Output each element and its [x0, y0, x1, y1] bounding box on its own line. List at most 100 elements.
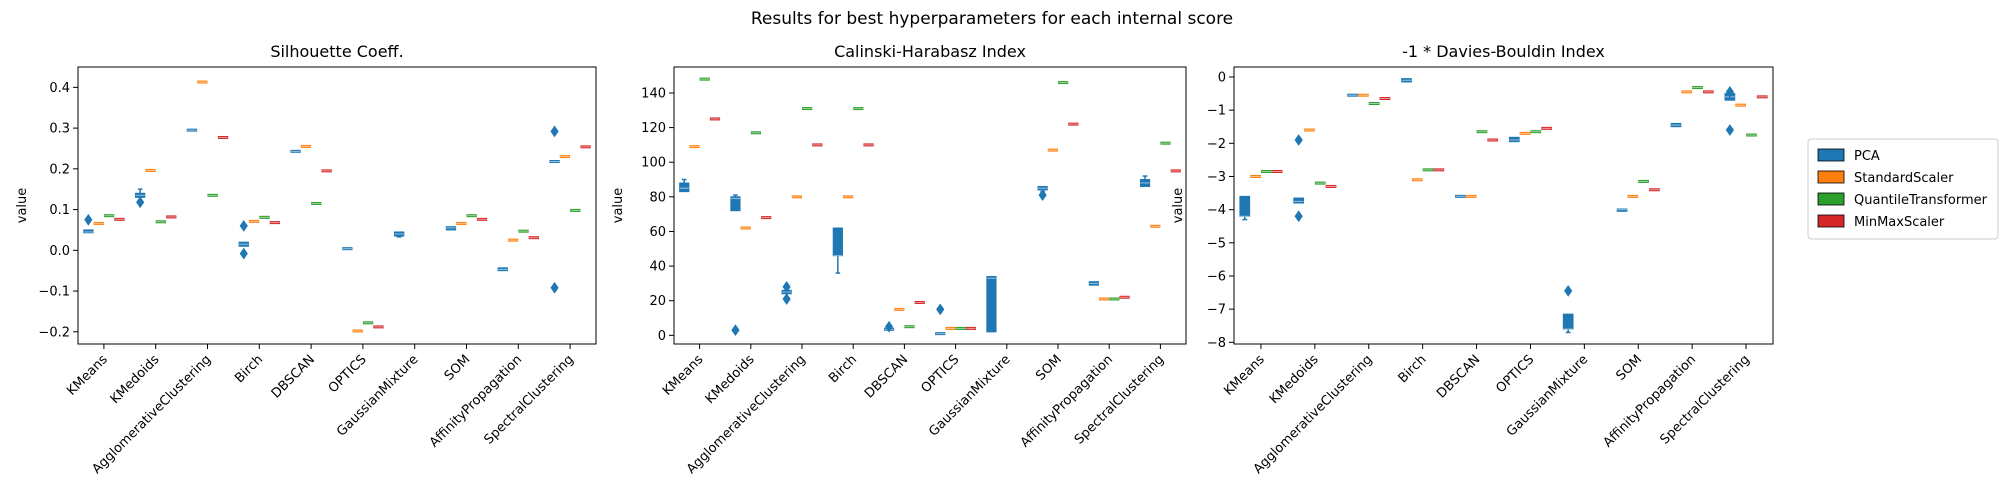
box-StandardScaler-AgglomerativeClustering	[197, 80, 208, 84]
box-PCA-KMeans	[679, 178, 690, 193]
y-tick-label: 80	[649, 190, 666, 205]
box-QuantileTransformer-SpectralClustering	[1746, 133, 1757, 137]
y-tick-label: −6	[1207, 269, 1226, 284]
box-MinMaxScaler-SOM	[1649, 188, 1660, 192]
box-MinMaxScaler-Birch	[1433, 168, 1445, 172]
x-tick-label: Birch	[826, 352, 860, 386]
box-StandardScaler-DBSCAN	[894, 307, 905, 311]
y-tick-label: 0.0	[49, 244, 70, 259]
box-body	[1239, 195, 1251, 217]
box-StandardScaler-Birch	[248, 219, 260, 223]
box-QuantileTransformer-AgglomerativeClustering	[1368, 101, 1380, 105]
x-tick-label: SpectralClustering	[1657, 352, 1752, 447]
box-MinMaxScaler-SpectralClustering	[1170, 169, 1181, 173]
box-body	[986, 275, 997, 333]
legend-item: MinMaxScaler	[1817, 214, 1945, 230]
box-PCA-KMedoids	[730, 194, 741, 337]
box-QuantileTransformer-DBSCAN	[1476, 130, 1488, 134]
box-QuantileTransformer-Birch	[259, 215, 270, 219]
subplot-title: Silhouette Coeff.	[270, 42, 403, 61]
flier-point	[782, 280, 791, 293]
axes-frame	[1233, 66, 1774, 345]
flier-point	[84, 213, 93, 226]
box-body	[1562, 313, 1574, 330]
box-PCA-KMeans	[83, 213, 94, 234]
box-MinMaxScaler-DBSCAN	[321, 169, 332, 173]
subplot-3: -1 * Davies-Bouldin Index 0 −1 −2 −3 −4 −5 −6 −7…	[1171, 42, 1774, 477]
box-MinMaxScaler-OPTICS	[1541, 126, 1552, 130]
box-StandardScaler-SpectralClustering	[559, 155, 571, 159]
x-tick-label: OPTICS	[1493, 352, 1537, 396]
y-tick-label: 120	[641, 121, 666, 136]
flier-point	[550, 125, 559, 138]
box-StandardScaler-AffinityPropagation	[1681, 90, 1693, 94]
box-MinMaxScaler-KMeans	[709, 117, 721, 121]
y-tick-label: −1	[1207, 104, 1226, 119]
box-body	[679, 182, 690, 193]
y-tick-label: 0.3	[49, 122, 70, 137]
box-PCA-OPTICS	[342, 247, 353, 251]
box-MinMaxScaler-AffinityPropagation	[528, 236, 540, 240]
x-tick-label: OPTICS	[918, 352, 962, 396]
box-QuantileTransformer-KMeans	[103, 214, 115, 218]
box-PCA-SpectralClustering	[1139, 175, 1151, 187]
box-MinMaxScaler-AgglomerativeClustering	[812, 143, 823, 147]
x-tick-label: Birch	[232, 352, 266, 386]
box-PCA-AgglomerativeClustering	[186, 128, 198, 132]
box-PCA-Birch	[832, 227, 843, 274]
box-StandardScaler-KMedoids	[740, 226, 751, 230]
box-PCA-SOM	[1616, 208, 1628, 212]
box-StandardScaler-SpectralClustering	[1735, 103, 1747, 107]
box-PCA-AgglomerativeClustering	[1347, 93, 1358, 97]
box-MinMaxScaler-AffinityPropagation	[1119, 295, 1130, 299]
box-StandardScaler-AffinityPropagation	[1098, 297, 1110, 301]
box-MinMaxScaler-AffinityPropagation	[1702, 90, 1714, 94]
box-StandardScaler-OPTICS	[352, 329, 363, 333]
y-axis-label: value	[611, 188, 626, 224]
flier-point	[782, 293, 791, 305]
box-QuantileTransformer-KMedoids	[1314, 181, 1326, 185]
flier-point	[731, 324, 740, 337]
box-StandardScaler-DBSCAN	[1465, 194, 1477, 198]
x-tick-label: AffinityPropagation	[1018, 352, 1116, 450]
y-tick-label: −7	[1207, 303, 1226, 318]
box-StandardScaler-OPTICS	[1519, 131, 1531, 135]
y-tick-label: 0.4	[49, 81, 70, 96]
box-QuantileTransformer-SOM	[1058, 81, 1069, 85]
box-StandardScaler-Birch	[1411, 178, 1423, 182]
legend-item: QuantileTransformer	[1817, 192, 1988, 208]
box-QuantileTransformer-Birch	[853, 107, 864, 111]
y-tick-label: 100	[641, 156, 666, 171]
x-tick-label: KMedoids	[108, 352, 163, 407]
box-StandardScaler-KMedoids	[145, 168, 156, 172]
y-tick-label: −3	[1207, 170, 1226, 185]
x-tick-label: DBSCAN	[1434, 352, 1483, 401]
legend-swatch	[1817, 192, 1845, 206]
y-tick-label: 0	[1218, 70, 1226, 85]
box-StandardScaler-SpectralClustering	[1150, 224, 1161, 228]
y-axis-label: value	[1171, 188, 1186, 224]
x-tick-label: SpectralClustering	[482, 352, 577, 447]
box-PCA-SpectralClustering	[549, 125, 560, 294]
flier-point	[1038, 189, 1047, 201]
box-MinMaxScaler-SOM	[1068, 122, 1079, 126]
legend-label: PCA	[1854, 149, 1880, 164]
flier-point	[1294, 210, 1303, 223]
box-body	[1293, 197, 1305, 204]
x-tick-label: AffinityPropagation	[427, 352, 525, 450]
flier-point	[1564, 285, 1573, 297]
x-tick-label: KMeans	[1221, 352, 1268, 399]
box-StandardScaler-SOM	[1047, 148, 1058, 152]
box-QuantileTransformer-AgglomerativeClustering	[207, 193, 218, 197]
box-QuantileTransformer-OPTICS	[955, 326, 966, 330]
box-MinMaxScaler-DBSCAN	[1487, 138, 1499, 142]
box-StandardScaler-AgglomerativeClustering	[791, 195, 802, 199]
subplot-title: Calinski-Harabasz Index	[834, 42, 1026, 61]
x-tick-label: SOM	[442, 352, 474, 384]
box-MinMaxScaler-KMedoids	[761, 216, 772, 220]
x-tick-label: AffinityPropagation	[1601, 352, 1699, 450]
box-QuantileTransformer-AffinityPropagation	[1692, 86, 1703, 90]
box-PCA-DBSCAN	[290, 149, 301, 153]
panels: Silhouette Coeff. −0.2 −0.1 0.0 0.1 0.2 0.3 0.4…	[15, 42, 1774, 477]
